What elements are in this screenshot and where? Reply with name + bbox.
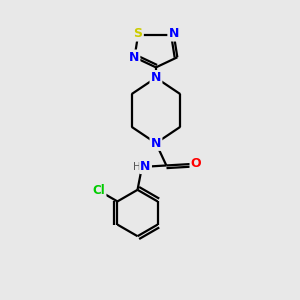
Text: O: O <box>191 158 201 170</box>
Text: N: N <box>140 160 151 173</box>
Text: N: N <box>151 71 161 84</box>
Text: N: N <box>129 51 139 64</box>
Text: H: H <box>133 162 140 172</box>
Text: S: S <box>134 27 142 40</box>
Text: Cl: Cl <box>92 184 105 197</box>
Text: N: N <box>151 137 161 150</box>
Text: N: N <box>169 27 179 40</box>
